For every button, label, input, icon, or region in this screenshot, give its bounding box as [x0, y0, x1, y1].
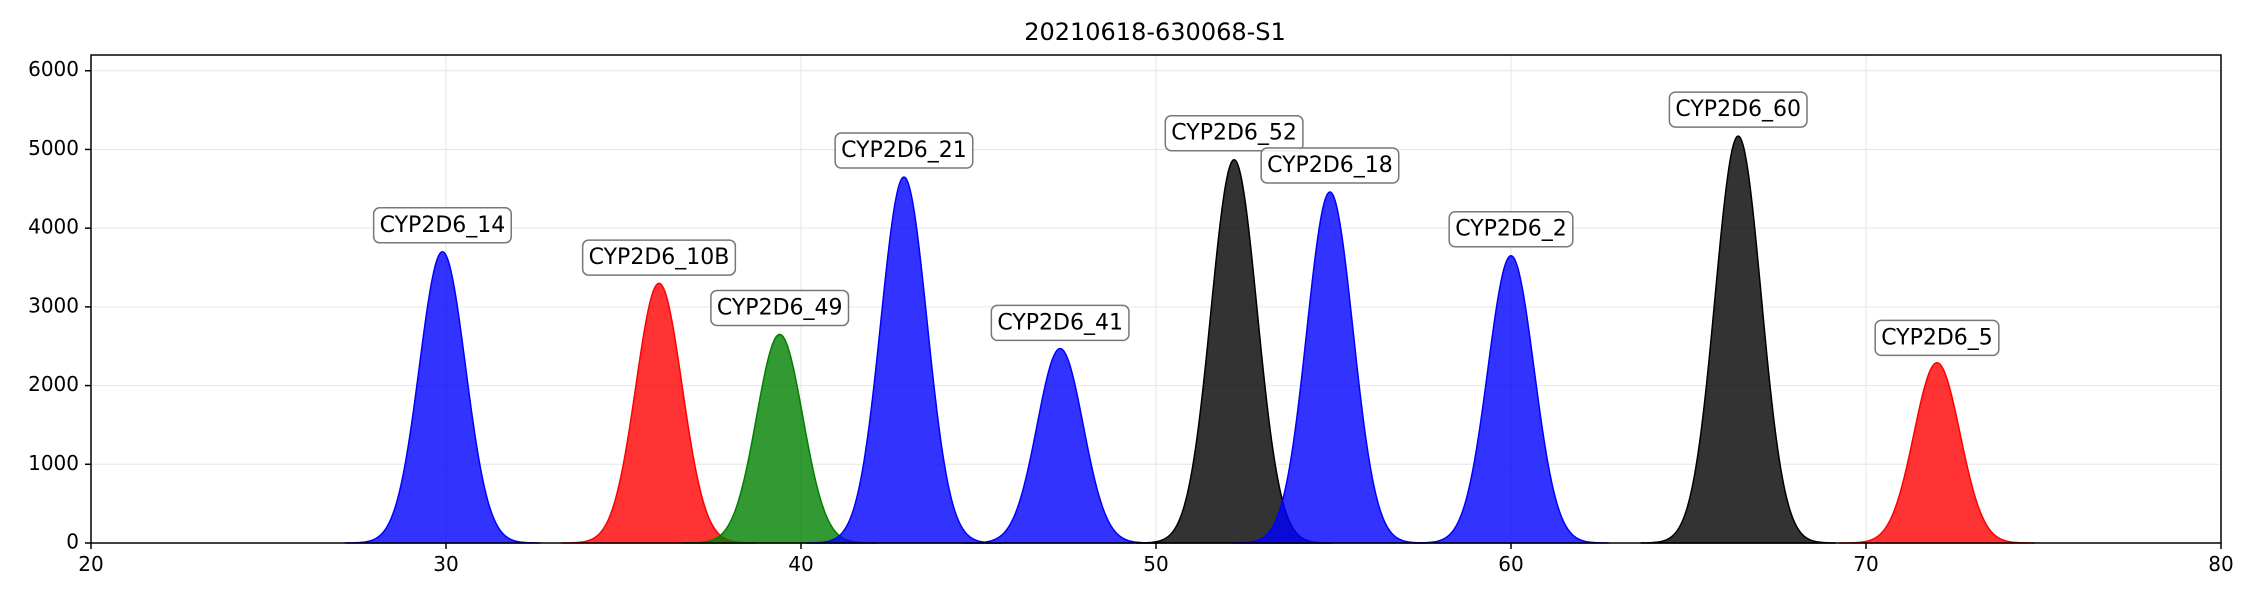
- y-tick-label: 5000: [28, 136, 79, 160]
- peak-label-CYP2D6_49: CYP2D6_49: [710, 289, 850, 327]
- peak-label-text: CYP2D6_41: [997, 310, 1123, 335]
- y-tick-label: 4000: [28, 215, 79, 239]
- peak-label-text: CYP2D6_2: [1455, 217, 1567, 242]
- peak-label-box: [1668, 91, 1808, 128]
- peak-label-box: [990, 304, 1130, 342]
- peak-label-box: [372, 207, 513, 244]
- y-tick-label: 2000: [28, 372, 79, 396]
- peak-CYP2D6_5: [1839, 361, 2035, 544]
- peak-CYP2D6_2: [1413, 254, 1609, 544]
- peak-label-text: CYP2D6_49: [717, 295, 843, 320]
- peak-label-box: [834, 132, 974, 169]
- peak-label-CYP2D6_2: CYP2D6_2: [1448, 210, 1574, 248]
- peak-label-text: CYP2D6_21: [841, 138, 967, 163]
- peaks-layer: [344, 135, 2035, 544]
- peak-label-text: CYP2D6_14: [380, 213, 506, 238]
- peak-label-CYP2D6_14: CYP2D6_14: [372, 207, 513, 244]
- peak-label-box: [1164, 114, 1304, 152]
- peak-CYP2D6_41: [962, 347, 1159, 544]
- chart-title: 20210618-630068-S1: [1024, 18, 1286, 46]
- peak-label-CYP2D6_60: CYP2D6_60: [1668, 91, 1808, 128]
- peak-label-text: CYP2D6_60: [1675, 97, 1801, 122]
- peak-label-CYP2D6_5: CYP2D6_5: [1874, 319, 2000, 357]
- peak-label-text: CYP2D6_5: [1881, 325, 1993, 350]
- peak-label-box: [1448, 210, 1574, 248]
- peak-label-CYP2D6_52: CYP2D6_52: [1164, 114, 1304, 152]
- x-tick-label: 60: [1498, 552, 1523, 576]
- y-tick-label: 1000: [28, 451, 79, 475]
- y-tick-label: 0: [66, 530, 79, 554]
- peak-CYP2D6_14: [344, 250, 541, 544]
- x-tick-label: 20: [78, 552, 103, 576]
- y-tick-label: 6000: [28, 57, 79, 81]
- peak-CYP2D6_21: [806, 176, 1002, 544]
- x-tick-label: 70: [1853, 552, 1878, 576]
- x-tick-label: 50: [1143, 552, 1168, 576]
- x-tick-label: 40: [788, 552, 813, 576]
- peak-label-text: CYP2D6_18: [1267, 153, 1393, 178]
- peak-CYP2D6_60: [1640, 135, 1836, 544]
- axes-layer: 20 30 40 50 60 70 80 0 1000 2000 3000 4000 5000 6000: [28, 54, 2234, 576]
- peak-label-CYP2D6_18: CYP2D6_18: [1260, 147, 1400, 184]
- peak-label-box: [1260, 147, 1400, 184]
- peak-label-box: [1874, 319, 2000, 357]
- peak-label-box: [581, 239, 737, 276]
- x-tick-label: 80: [2208, 552, 2233, 576]
- peak-label-text: CYP2D6_10B: [589, 245, 730, 270]
- y-tick-label: 3000: [28, 293, 79, 317]
- peak-labels-layer: CYP2D6_14 CYP2D6_10B CYP2D6_49 CYP2D6_21 CYP…: [372, 91, 2000, 357]
- peak-label-CYP2D6_10B: CYP2D6_10B: [581, 239, 737, 276]
- x-tick-label: 30: [433, 552, 458, 576]
- peak-label-CYP2D6_21: CYP2D6_21: [834, 132, 974, 169]
- peak-label-box: [710, 289, 850, 327]
- peak-CYP2D6_18: [1232, 191, 1428, 544]
- peak-label-CYP2D6_41: CYP2D6_41: [990, 304, 1130, 342]
- peak-label-text: CYP2D6_52: [1171, 121, 1297, 146]
